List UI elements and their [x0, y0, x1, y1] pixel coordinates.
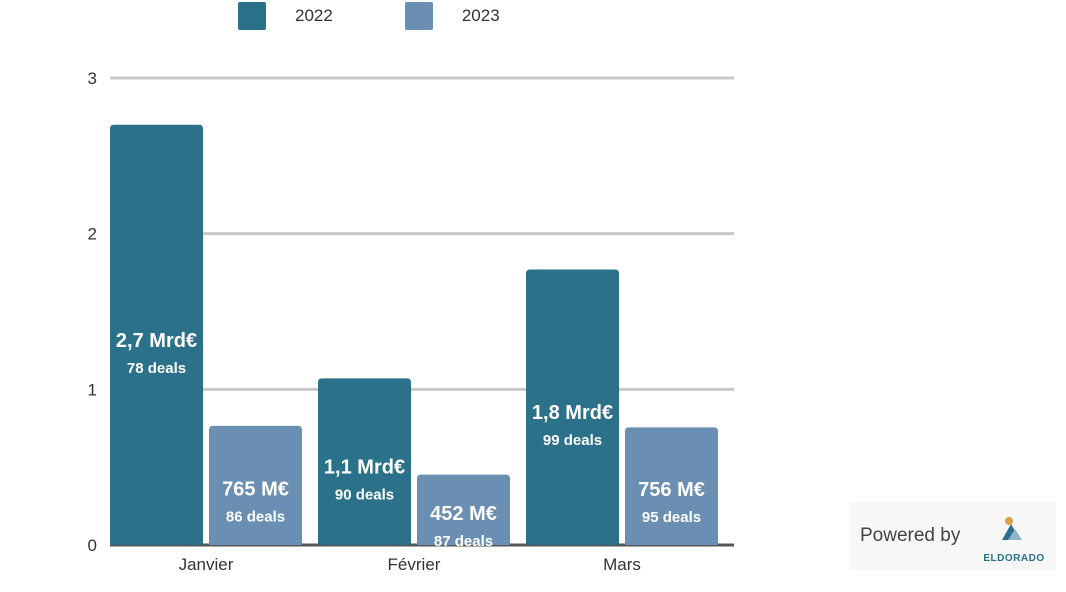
bar-deals-label-janvier-2023: 86 deals [226, 508, 285, 525]
bar-janvier-2023 [209, 425, 302, 545]
powered-by-text: Powered by [860, 525, 961, 546]
y-tick-label-0: 0 [88, 536, 97, 555]
legend-label-2022: 2022 [295, 6, 333, 25]
bar-février-2023 [417, 474, 510, 545]
bar-value-label-janvier-2022: 2,7 Mrd€ [116, 330, 197, 352]
bar-value-label-mars-2022: 1,8 Mrd€ [532, 402, 613, 424]
bar-value-label-février-2023: 452 M€ [430, 503, 497, 525]
bar-mars-2022 [526, 269, 619, 545]
bar-deals-label-janvier-2022: 78 deals [127, 360, 186, 377]
bar-deals-label-mars-2023: 95 deals [642, 509, 701, 526]
mountain-icon [1002, 517, 1022, 540]
powered-by-badge: Powered by ELDORADO [850, 502, 1056, 570]
eldorado-label: ELDORADO [983, 553, 1045, 564]
x-tick-label-janvier: Janvier [179, 555, 234, 574]
bar-value-label-janvier-2023: 765 M€ [222, 478, 289, 500]
legend-item-2023: 2023 [404, 2, 500, 30]
y-tick-label-3: 3 [88, 69, 97, 88]
x-tick-label-février: Février [388, 555, 441, 574]
chart-legend: 2022 2023 [238, 2, 572, 30]
bar-deals-label-février-2022: 90 deals [335, 487, 394, 504]
legend-swatch-2023 [404, 2, 433, 30]
bar-value-label-février-2022: 1,1 Mrd€ [324, 457, 405, 479]
bar-février-2022 [318, 378, 411, 545]
bar-value-label-mars-2023: 756 M€ [638, 479, 705, 501]
eldorado-logo: ELDORADO [978, 514, 1050, 564]
bar-deals-label-mars-2022: 99 deals [543, 432, 602, 449]
x-tick-label-mars: Mars [603, 555, 641, 574]
legend-item-2022: 2022 [238, 2, 333, 30]
bar-janvier-2022 [110, 124, 203, 545]
y-tick-label-2: 2 [88, 225, 97, 244]
bar-deals-label-février-2023: 87 deals [434, 533, 493, 550]
legend-label-2023: 2023 [461, 6, 500, 25]
legend-swatch-2022 [238, 2, 266, 30]
bar-mars-2023 [625, 427, 718, 545]
y-tick-label-1: 1 [88, 380, 97, 399]
